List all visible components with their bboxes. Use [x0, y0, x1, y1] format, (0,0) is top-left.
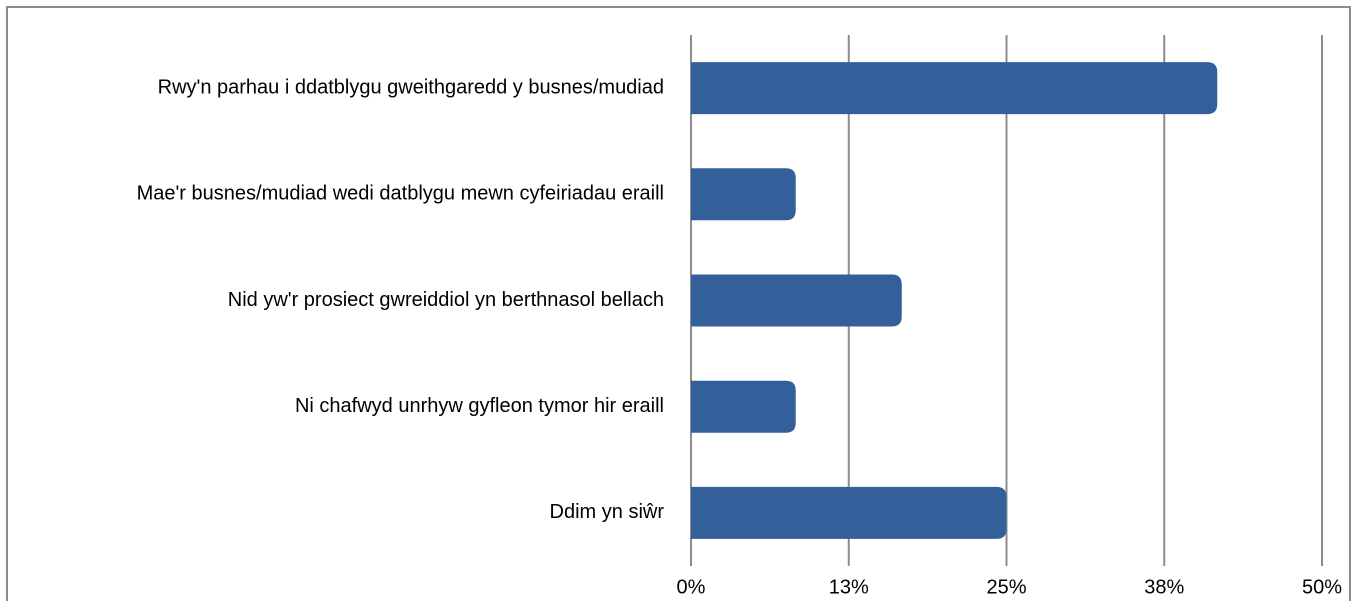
bar — [691, 380, 796, 433]
x-tick-label: 38% — [1144, 576, 1184, 598]
y-tick-label: Ddim yn siŵr — [550, 501, 665, 523]
x-tick-label: 50% — [1302, 576, 1342, 598]
chart-frame — [6, 6, 1351, 601]
bar — [691, 486, 1007, 539]
bar — [691, 168, 796, 221]
y-tick-label: Rwy'n parhau i ddatblygu gweithgaredd y … — [158, 76, 664, 98]
bar — [691, 62, 1218, 115]
x-tick-label: 13% — [829, 576, 869, 598]
y-tick-label: Nid yw'r prosiect gwreiddiol yn berthnas… — [228, 289, 664, 311]
y-tick-label: Mae'r busnes/mudiad wedi datblygu mewn c… — [137, 183, 664, 205]
y-tick-label: Ni chafwyd unrhyw gyfleon tymor hir erai… — [295, 395, 664, 417]
x-tick-label: 0% — [677, 576, 706, 598]
bar — [691, 274, 902, 327]
x-tick-label: 25% — [986, 576, 1026, 598]
